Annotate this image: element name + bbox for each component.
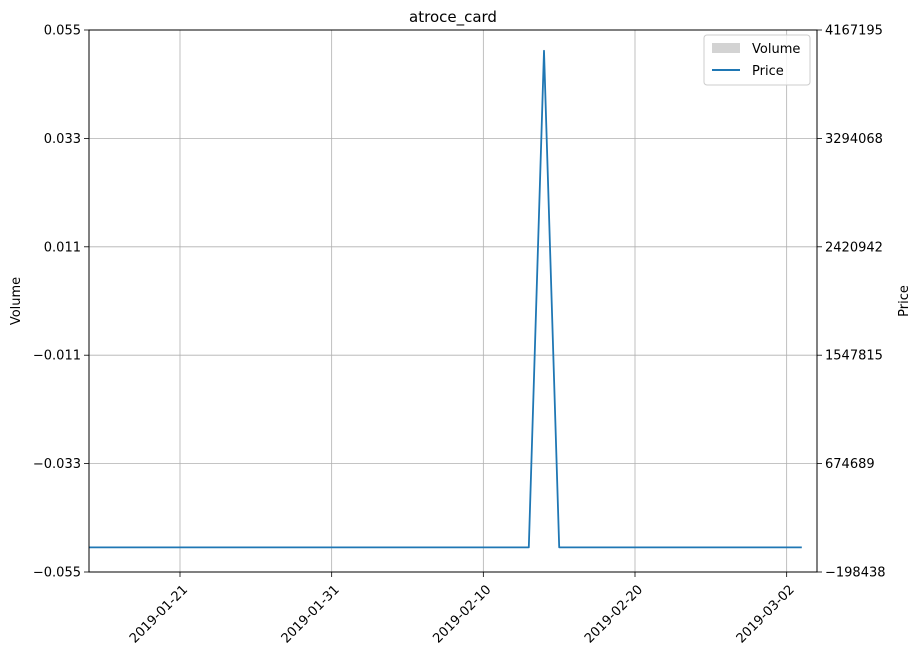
series-layer — [89, 49, 802, 549]
axes: 2019-01-21 2019-01-31 2019-02-10 2019-02-20… — [33, 24, 886, 647]
x-tick-label: 2019-02-10 — [430, 582, 494, 646]
y-left-tick-label: −0.033 — [33, 457, 81, 472]
x-tick-label: 2019-01-31 — [279, 582, 343, 646]
x-tick-label: 2019-03-02 — [734, 582, 798, 646]
y-right-tick-label: −198438 — [825, 566, 886, 581]
series-line-price — [89, 49, 802, 549]
y-axis-left-label: Volume — [9, 277, 24, 325]
y-axis-right-label: Price — [897, 285, 912, 317]
y-right-tick-label: 3294068 — [825, 132, 883, 147]
y-left-tick-label: −0.055 — [33, 566, 81, 581]
plot-frame — [88, 29, 818, 573]
y-right-tick-label: 1547815 — [825, 349, 883, 364]
y-left-tick-label: 0.011 — [44, 240, 81, 255]
y-right-tick-label: 674689 — [825, 457, 875, 472]
legend-swatch-volume — [712, 43, 740, 53]
y-left-tick-label: 0.033 — [44, 132, 81, 147]
x-tick-label: 2019-02-20 — [582, 582, 646, 646]
grid — [89, 30, 817, 572]
x-tick-label: 2019-01-21 — [127, 582, 191, 646]
chart-title: atroce_card — [409, 8, 497, 27]
y-right-tick-label: 4167195 — [825, 24, 883, 39]
legend-label-price: Price — [752, 64, 784, 79]
legend: Volume Price — [703, 34, 811, 86]
y-left-tick-label: 0.055 — [44, 24, 81, 39]
y-left-tick-label: −0.011 — [33, 349, 81, 364]
y-right-tick-label: 2420942 — [825, 240, 883, 255]
legend-label-volume: Volume — [752, 42, 800, 57]
